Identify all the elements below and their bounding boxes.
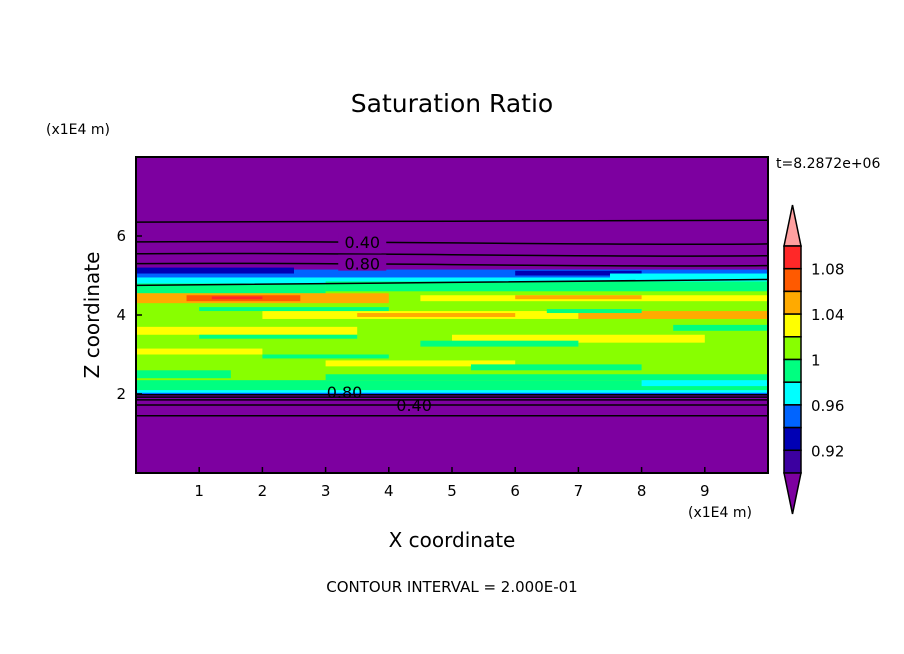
- contour-label: 0.80: [327, 383, 363, 402]
- chart-title: Saturation Ratio: [351, 89, 553, 118]
- colorbar-upper-arrow: [783, 204, 802, 247]
- x-tick-label: 6: [510, 482, 520, 500]
- field-streak: [136, 390, 768, 394]
- contour-line: [135, 278, 769, 287]
- x-tick-label: 8: [637, 482, 647, 500]
- x-unit-label: (x1E4 m): [688, 505, 752, 521]
- y-axis-label: Z coordinate: [80, 252, 104, 379]
- contour-line: [135, 393, 769, 397]
- colorbar-box: [783, 426, 802, 452]
- field-streak: [211, 296, 263, 300]
- colorbar-box: [783, 358, 802, 383]
- field-streak: [610, 273, 768, 282]
- contour-lines: 0.40 0.80 0.80 0.40: [135, 219, 769, 418]
- field-streak: [470, 364, 642, 371]
- field-streak: [325, 374, 768, 381]
- y-tick-label: 2: [116, 385, 126, 403]
- x-axis: 1 2 3 4 5 6 7 8 9: [194, 467, 710, 500]
- field-streak: [515, 270, 642, 276]
- contour-line: [135, 398, 769, 402]
- contour-line: [135, 252, 769, 257]
- colorbar-box: [783, 245, 802, 270]
- contour-label-bg: [338, 232, 387, 249]
- field-streak: [325, 281, 768, 292]
- field-streak: [136, 326, 358, 335]
- x-tick-label: 1: [194, 482, 204, 500]
- contour-label: 0.40: [344, 233, 380, 252]
- x-axis-label: X coordinate: [389, 528, 516, 552]
- field-streak: [199, 307, 389, 312]
- contour-line: [135, 219, 769, 223]
- field-streak: [136, 348, 263, 355]
- colorbar-box: [783, 313, 802, 338]
- field-streak: [673, 324, 768, 331]
- y-tick-label: 6: [116, 227, 126, 245]
- colorbar-label: 1.04: [811, 306, 844, 324]
- contour-label: 0.40: [396, 396, 432, 415]
- field-streak: [357, 313, 516, 317]
- colorbar-box: [783, 449, 802, 474]
- contour-label: 0.80: [344, 255, 380, 274]
- contour-label-bg: [338, 254, 387, 271]
- contour-line: [135, 414, 769, 418]
- field-streak: [136, 380, 768, 391]
- colorbar-lower-arrow: [783, 472, 802, 515]
- x-tick-label: 2: [258, 482, 268, 500]
- field-streak: [136, 370, 231, 379]
- field-streak: [641, 380, 768, 387]
- x-tick-label: 7: [574, 482, 584, 500]
- field-streak: [136, 269, 768, 278]
- field-streak: [420, 340, 579, 347]
- colorbar-label: 1.08: [811, 261, 844, 279]
- x-tick-label: 9: [700, 482, 710, 500]
- colorbar-box: [783, 381, 802, 406]
- colorbar-box: [783, 404, 802, 429]
- colorbar: 1.08 1.04 1 0.96 0.92: [783, 204, 844, 515]
- y-tick-label: 4: [116, 306, 126, 324]
- colorbar-label: 0.92: [811, 442, 844, 460]
- field-streak: [578, 311, 768, 319]
- field-streak: [515, 295, 642, 300]
- field-streak: [262, 354, 389, 359]
- colorbar-box: [783, 267, 802, 293]
- contour-line: [135, 395, 769, 399]
- contour-line: [135, 262, 769, 267]
- contour-line: [135, 403, 769, 407]
- contour-interval-text: CONTOUR INTERVAL = 2.000E-01: [326, 578, 577, 596]
- field-streak: [325, 360, 516, 367]
- colorbar-label: 1: [811, 352, 821, 370]
- contour-field: [136, 157, 768, 473]
- contour-line: [135, 240, 769, 246]
- y-axis: 2 4 6: [116, 227, 142, 403]
- x-tick-label: 3: [321, 482, 331, 500]
- colorbar-label: 0.96: [811, 397, 844, 415]
- x-tick-label: 5: [447, 482, 457, 500]
- field-streak: [136, 267, 294, 274]
- colorbar-box: [783, 290, 802, 315]
- field-streak: [452, 334, 705, 343]
- colorbar-box: [783, 336, 802, 361]
- x-tick-label: 4: [384, 482, 394, 500]
- field-streak: [136, 392, 768, 395]
- field-streak: [199, 334, 358, 339]
- time-label: t=8.2872e+06: [776, 156, 880, 172]
- y-unit-label: (x1E4 m): [46, 122, 110, 138]
- field-streak: [546, 309, 642, 314]
- field-streak: [136, 283, 326, 294]
